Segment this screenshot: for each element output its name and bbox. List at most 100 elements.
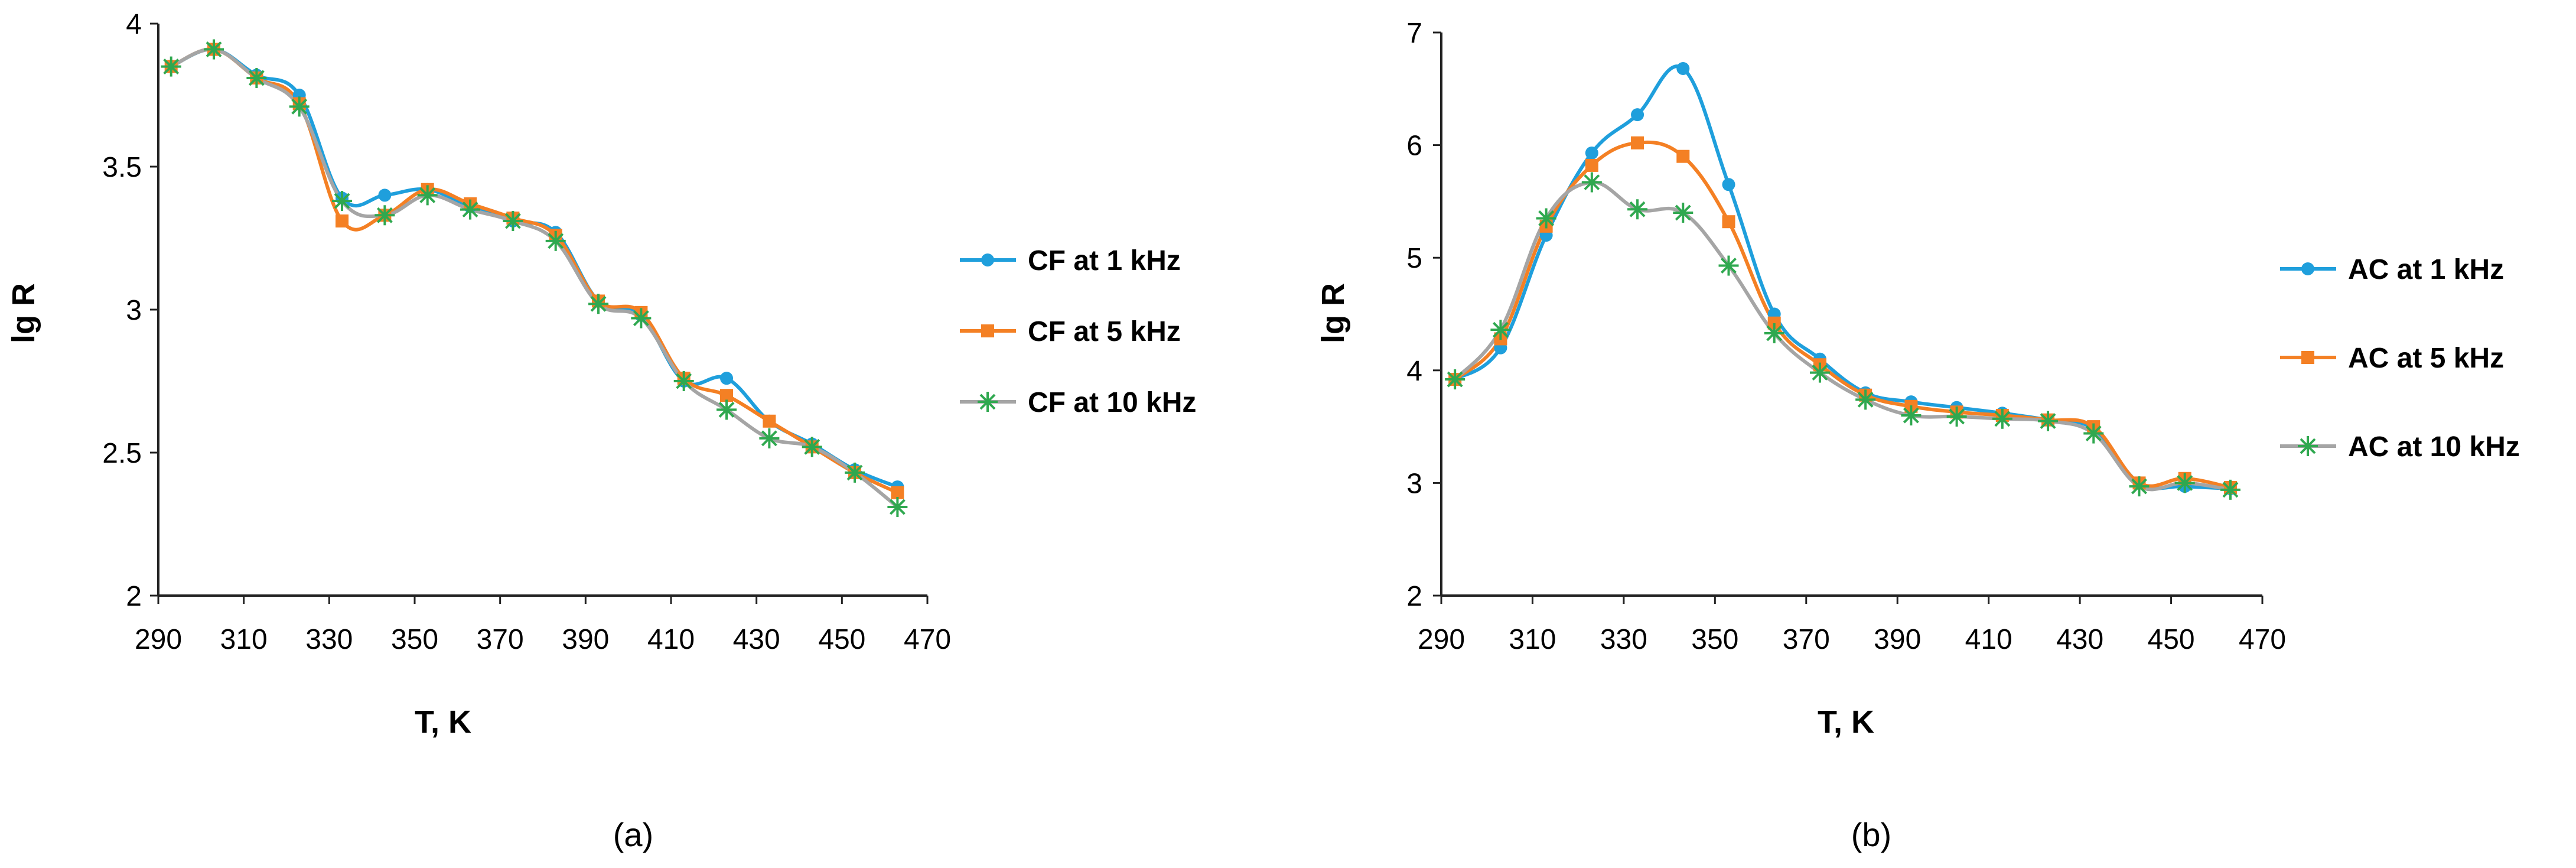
- chart-b-legend-label: AC at 10 kHz: [2348, 431, 2520, 463]
- chart-a-point-s3: [332, 191, 353, 212]
- chart-b-markers: [1445, 61, 2240, 500]
- chart-a-point-s3: [204, 39, 224, 60]
- chart-a-legend-label: CF at 5 kHz: [1028, 316, 1181, 347]
- chart-b-x-tick-label: 350: [1691, 624, 1738, 655]
- chart-a-point-s3: [588, 294, 609, 314]
- chart-a-x-tick-label: 390: [562, 624, 609, 655]
- chart-a-x-tick-label: 290: [135, 624, 182, 655]
- chart-a-point-s3: [460, 199, 481, 220]
- chart-a-point-s3: [631, 308, 652, 329]
- chart-b-point-s2: [1676, 149, 1690, 163]
- chart-b-point-s3: [1581, 172, 1602, 193]
- chart-b-point-s3: [2129, 476, 2150, 497]
- chart-a-point-s3: [673, 371, 694, 391]
- chart-b-legend-label: AC at 1 kHz: [2348, 254, 2504, 285]
- chart-b-point-s1: [1585, 146, 1598, 160]
- chart-b-x-tick-label: 290: [1418, 624, 1465, 655]
- chart-b-point-s1: [1631, 108, 1644, 122]
- chart-a-point-s3: [845, 462, 865, 483]
- chart-a-point-s3: [802, 437, 822, 457]
- chart-a-series-lines: [169, 47, 900, 509]
- chart-a-ylabel: lg R: [6, 283, 41, 343]
- chart-b-legend-item-3: AC at 10 kHz: [2280, 431, 2520, 463]
- chart-a-y-tick-label: 3.5: [102, 152, 142, 183]
- chart-b-legend-label: AC at 5 kHz: [2348, 343, 2504, 374]
- chart-a-point-s3: [417, 185, 438, 206]
- chart-b-point-s3: [1673, 202, 1694, 223]
- chart-a-x-tick-label: 330: [305, 624, 353, 655]
- chart-b-y-tick-label: 3: [1406, 468, 1422, 499]
- chart-b-series-line-2: [1453, 140, 2232, 489]
- chart-b-x-tick-label: 470: [2239, 624, 2286, 655]
- chart-a-x-tick-label: 410: [647, 624, 695, 655]
- chart-a-legend-label: CF at 10 kHz: [1028, 387, 1196, 418]
- chart-b-point-s3: [1445, 369, 1466, 390]
- chart-a-point-s3: [289, 96, 310, 117]
- chart-b-legend-marker: [2298, 436, 2318, 456]
- chart-a-y-tick-label: 2.5: [102, 438, 142, 469]
- chart-a-point-s1: [378, 188, 392, 202]
- chart-b-point-s3: [1718, 255, 1739, 276]
- chart-b-point-s3: [1901, 405, 1922, 426]
- chart-b-legend-marker: [2301, 262, 2314, 275]
- chart-b-caption: (b): [1851, 816, 1891, 853]
- chart-a-x-tick-label: 350: [391, 624, 438, 655]
- chart-b-x-tick-label: 450: [2148, 624, 2195, 655]
- chart-a-point-s3: [759, 428, 780, 448]
- chart-a-legend-marker: [981, 253, 994, 266]
- chart-b-x-tick-label: 410: [1965, 624, 2012, 655]
- chart-b-point-s3: [2220, 479, 2240, 500]
- chart-b-axes: [1433, 31, 2264, 604]
- chart-b-legend-item-2: AC at 5 kHz: [2280, 343, 2504, 374]
- chart-b-point-s2: [1767, 316, 1781, 330]
- chart-a-point-s3: [717, 399, 737, 420]
- chart-b-legend: AC at 1 kHz AC at 5 kHz AC at 10 kHz: [2280, 254, 2520, 463]
- chart-a-point-s3: [503, 210, 523, 231]
- chart-a-point-s3: [887, 496, 908, 517]
- chart-a-tick-labels: 2 2.5 3 3.5 4 290 310 330 350 370 390 410 430 450 470: [102, 9, 951, 655]
- chart-b-x-tick-label: 390: [1874, 624, 1921, 655]
- chart-a-point-s3: [161, 56, 181, 77]
- chart-b-series-line-1: [1453, 64, 2232, 490]
- chart-b-series-line-3: [1453, 180, 2232, 492]
- chart-a-legend-marker: [981, 324, 994, 337]
- chart-b-y-tick-label: 6: [1406, 131, 1422, 162]
- chart-a-caption: (a): [613, 816, 653, 853]
- chart-b-point-s3: [2038, 411, 2059, 431]
- chart-a-markers: [161, 39, 908, 517]
- chart-b-tick-labels: 2 3 4 5 6 7 290 310 330 350 370 390 410 430 450 470: [1406, 18, 2286, 655]
- chart-b-point-s3: [1855, 389, 1876, 410]
- chart-b: 2 3 4 5 6 7 290 310 330 350 370 390 410 430 450 470 T, …: [1315, 18, 2520, 853]
- chart-b-point-s2: [1722, 215, 1735, 229]
- chart-a-point-s3: [545, 230, 566, 251]
- chart-b-point-s3: [1490, 320, 1511, 340]
- chart-a-legend-item-2: CF at 5 kHz: [960, 316, 1181, 347]
- chart-b-point-s3: [1627, 199, 1648, 220]
- chart-b-legend-marker: [2301, 351, 2314, 364]
- chart-a-point-s2: [720, 389, 734, 402]
- chart-a-point-s3: [374, 205, 395, 226]
- chart-a-y-tick-label: 2: [126, 581, 142, 612]
- chart-a-legend-label: CF at 1 kHz: [1028, 245, 1181, 277]
- chart-b-x-tick-label: 330: [1600, 624, 1647, 655]
- chart-a-legend: CF at 1 kHz CF at 5 kHz CF at 10 kHz: [960, 245, 1196, 418]
- chart-b-ylabel: lg R: [1315, 283, 1351, 343]
- chart-b-series-lines: [1453, 64, 2232, 492]
- chart-a-axes: [150, 22, 929, 604]
- chart-a-legend-item-3: CF at 10 kHz: [960, 387, 1196, 418]
- chart-b-x-tick-label: 310: [1509, 624, 1556, 655]
- chart-b-point-s2: [1585, 158, 1598, 172]
- chart-a-x-tick-label: 470: [904, 624, 951, 655]
- chart-a-legend-marker: [978, 392, 998, 412]
- chart-a-legend-item-1: CF at 1 kHz: [960, 245, 1181, 277]
- chart-a-point-s2: [336, 214, 349, 227]
- chart-b-point-s3: [1536, 208, 1556, 229]
- chart-a-xlabel: T, K: [415, 704, 471, 740]
- chart-b-y-tick-label: 4: [1406, 356, 1422, 387]
- chart-b-x-tick-label: 430: [2056, 624, 2103, 655]
- chart-a-y-tick-label: 3: [126, 295, 142, 326]
- chart-a-series-line-2: [169, 47, 900, 495]
- chart-b-point-s1: [1676, 61, 1690, 75]
